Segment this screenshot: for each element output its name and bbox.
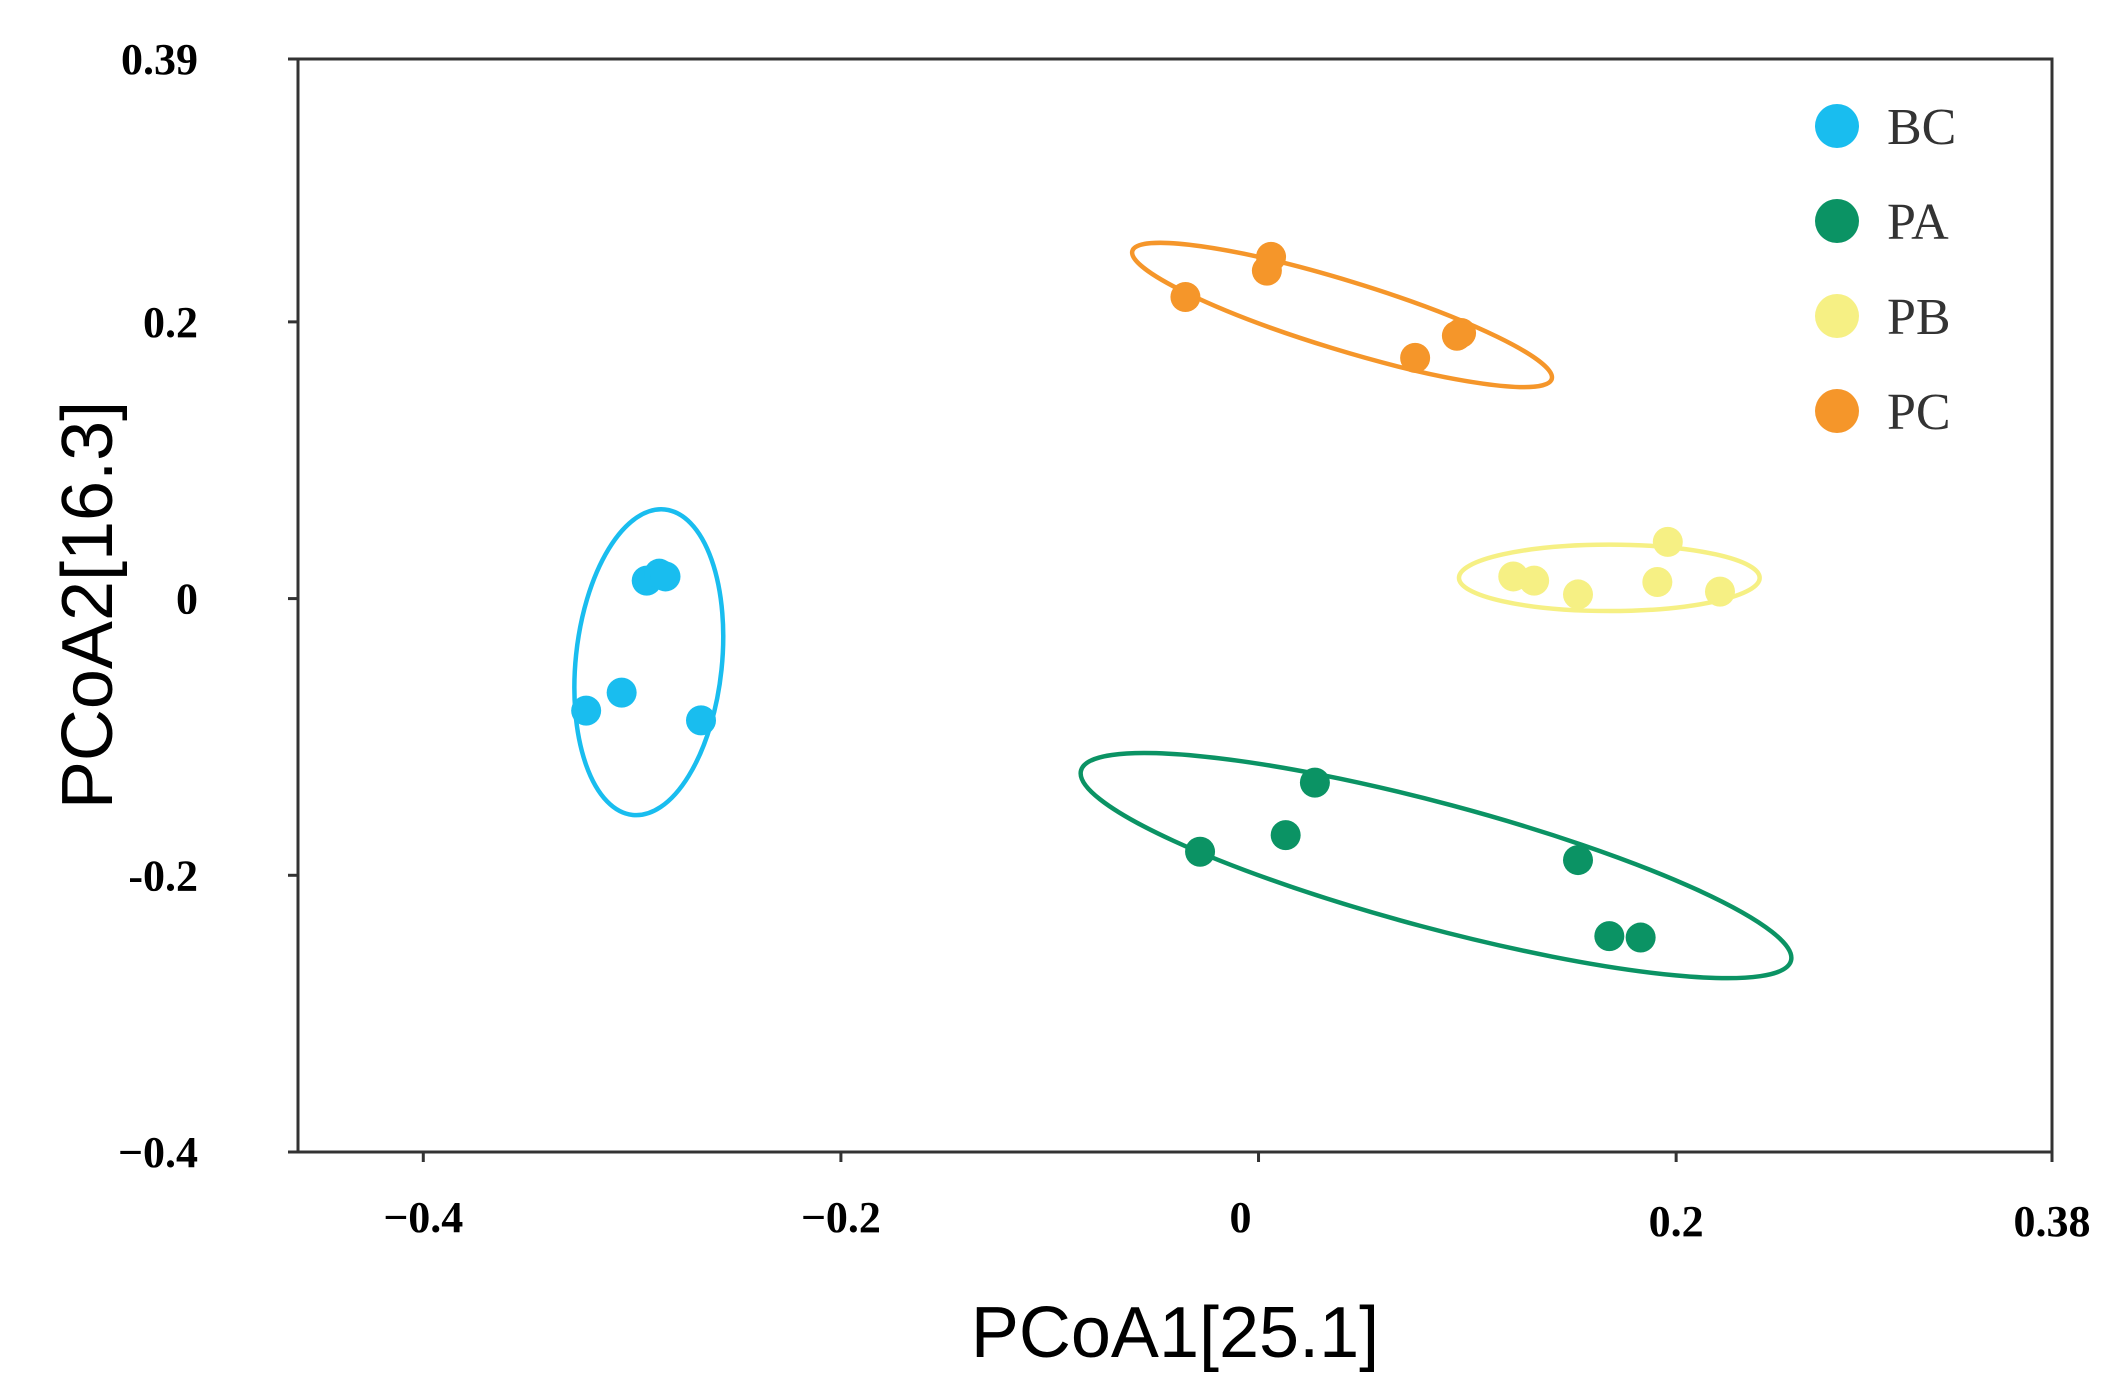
point-pa-0 xyxy=(1185,836,1216,867)
confidence-ellipses xyxy=(572,240,1794,981)
legend: BC PA PB PC xyxy=(1815,99,1956,441)
y-tick-label-1: 0.2 xyxy=(143,298,198,347)
legend-label-pb: PB xyxy=(1887,289,1951,346)
point-pb-2 xyxy=(1563,579,1594,610)
point-pb-5 xyxy=(1704,576,1735,607)
y-tick-label-3: -0.2 xyxy=(128,851,198,900)
point-bc-0 xyxy=(571,695,602,726)
point-pc-5 xyxy=(1446,317,1477,348)
point-pb-3 xyxy=(1642,566,1673,597)
legend-label-pa: PA xyxy=(1887,194,1949,251)
legend-marker-bc xyxy=(1815,104,1859,148)
point-pc-3 xyxy=(1400,342,1431,373)
x-tick-label-3: 0.2 xyxy=(1649,1197,1704,1246)
point-pb-1 xyxy=(1519,565,1550,596)
ellipse-pa xyxy=(1078,750,1794,981)
point-pa-1 xyxy=(1270,820,1301,851)
ellipse-pc xyxy=(1129,240,1555,390)
point-pa-5 xyxy=(1625,922,1656,953)
x-tick-label-2: 0 xyxy=(1230,1193,1252,1242)
x-axis-ticks: −0.4 −0.2 0 0.2 0.38 xyxy=(383,1152,2091,1246)
x-tick-label-1: −0.2 xyxy=(801,1193,881,1242)
plot-area-frame xyxy=(296,57,2054,1154)
x-tick-label-4: 0.38 xyxy=(2014,1197,2091,1246)
point-pa-2 xyxy=(1299,767,1330,798)
legend-marker-pb xyxy=(1815,294,1859,338)
y-tick-label-4: −0.4 xyxy=(118,1128,198,1177)
x-axis-title: PCoA1[25.1] xyxy=(971,1293,1379,1373)
legend-label-bc: BC xyxy=(1887,99,1956,156)
x-tick-label-0: −0.4 xyxy=(383,1193,463,1242)
point-bc-1 xyxy=(606,677,637,708)
ellipse-pb xyxy=(1456,542,1762,614)
ellipse-bc xyxy=(572,507,726,818)
legend-marker-pa xyxy=(1815,199,1859,243)
y-axis-title: PCoA2[16.3] xyxy=(48,401,128,809)
point-pc-0 xyxy=(1170,281,1201,312)
point-pb-4 xyxy=(1652,526,1683,557)
point-bc-5 xyxy=(686,705,717,736)
point-bc-4 xyxy=(650,561,681,592)
point-pc-2 xyxy=(1256,241,1287,272)
point-pa-4 xyxy=(1594,921,1625,952)
y-axis-ticks: 0.39 0.2 0 -0.2 −0.4 xyxy=(118,35,298,1177)
data-points xyxy=(571,241,1735,953)
point-pa-3 xyxy=(1563,845,1594,876)
y-tick-label-2: 0 xyxy=(176,575,198,624)
legend-label-pc: PC xyxy=(1887,384,1951,441)
y-tick-label-0: 0.39 xyxy=(121,35,198,84)
legend-marker-pc xyxy=(1815,389,1859,433)
